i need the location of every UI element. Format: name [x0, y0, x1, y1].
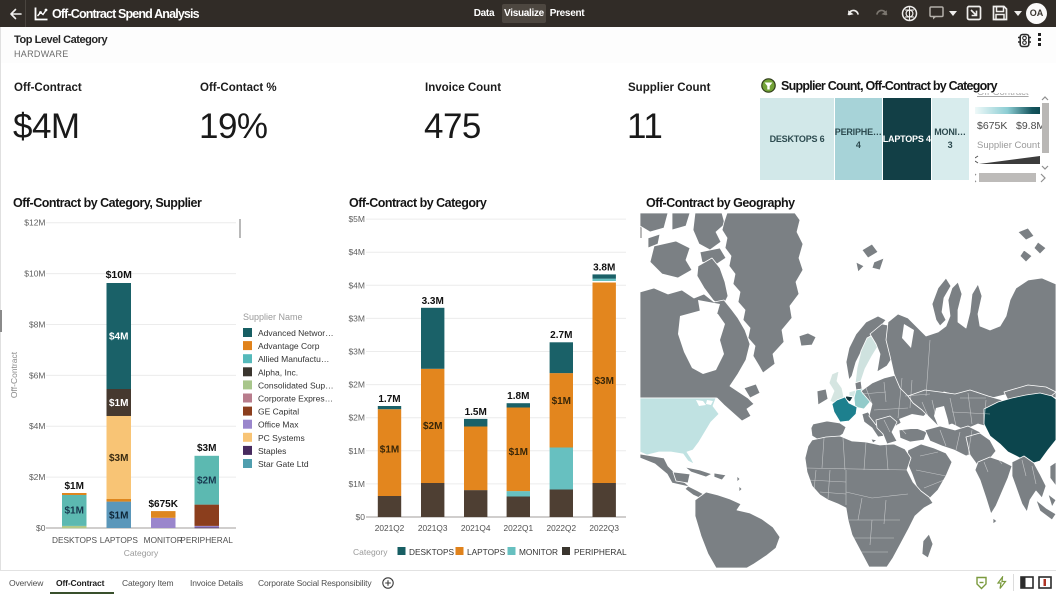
svg-text:$2M: $2M: [197, 476, 216, 487]
svg-text:GE Capital: GE Capital: [258, 407, 299, 417]
svg-text:Staples: Staples: [258, 446, 286, 456]
svg-text:$1M: $1M: [348, 446, 365, 456]
svg-text:$0: $0: [36, 523, 46, 533]
svg-text:$1M: $1M: [380, 445, 399, 456]
svg-text:$2M: $2M: [29, 472, 46, 482]
svg-text:$1M: $1M: [348, 479, 365, 489]
svg-text:2021Q4: 2021Q4: [461, 523, 491, 533]
svg-text:$1M: $1M: [64, 506, 83, 517]
svg-text:Corporate Expres…: Corporate Expres…: [258, 394, 333, 404]
svg-text:1.5M: 1.5M: [465, 407, 487, 418]
svg-text:LAPTOPS: LAPTOPS: [467, 547, 506, 557]
svg-text:Allied Manufactu…: Allied Manufactu…: [258, 354, 329, 364]
svg-text:$10M: $10M: [106, 269, 133, 281]
svg-text:Consolidated Sup…: Consolidated Sup…: [258, 380, 334, 390]
svg-text:Advantage Corp: Advantage Corp: [258, 341, 320, 351]
svg-text:2022Q1: 2022Q1: [504, 523, 534, 533]
svg-text:Supplier Name: Supplier Name: [243, 312, 303, 322]
svg-text:$3M: $3M: [348, 313, 365, 323]
svg-text:PERIPHERAL: PERIPHERAL: [180, 535, 233, 545]
svg-text:1.8M: 1.8M: [507, 391, 529, 402]
svg-text:Advanced Networ…: Advanced Networ…: [258, 328, 334, 338]
svg-text:2021Q3: 2021Q3: [418, 523, 448, 533]
svg-text:$4M: $4M: [348, 280, 365, 290]
svg-text:Category: Category: [124, 548, 159, 558]
svg-text:Off-Contract: Off-Contract: [9, 351, 19, 398]
svg-text:$2M: $2M: [423, 421, 442, 432]
svg-text:$2M: $2M: [348, 413, 365, 423]
svg-text:$4M: $4M: [109, 332, 128, 343]
svg-text:$3M: $3M: [594, 376, 613, 387]
svg-text:$4M: $4M: [348, 247, 365, 257]
svg-text:$0: $0: [356, 512, 366, 522]
svg-text:$1M: $1M: [509, 447, 528, 458]
svg-text:$3M: $3M: [197, 443, 216, 454]
svg-text:Star Gate Ltd: Star Gate Ltd: [258, 459, 309, 469]
svg-text:Alpha, Inc.: Alpha, Inc.: [258, 367, 298, 377]
svg-text:$6M: $6M: [29, 370, 46, 380]
svg-text:$4M: $4M: [29, 421, 46, 431]
svg-text:2.7M: 2.7M: [550, 330, 572, 341]
svg-text:PC Systems: PC Systems: [258, 433, 305, 443]
svg-text:$3M: $3M: [109, 453, 128, 464]
svg-text:$8M: $8M: [29, 320, 46, 330]
svg-text:$675K: $675K: [148, 499, 178, 510]
svg-text:$1M: $1M: [109, 398, 128, 409]
svg-text:2022Q2: 2022Q2: [547, 523, 577, 533]
svg-text:DESKTOPS: DESKTOPS: [409, 547, 454, 557]
svg-text:$2M: $2M: [348, 380, 365, 390]
svg-text:3.3M: 3.3M: [422, 296, 444, 307]
svg-text:Category: Category: [353, 547, 388, 557]
svg-text:$1M: $1M: [64, 481, 83, 492]
svg-text:$1M: $1M: [109, 511, 128, 522]
svg-text:DESKTOPS: DESKTOPS: [52, 535, 97, 545]
svg-text:$12M: $12M: [24, 218, 45, 228]
svg-text:Office Max: Office Max: [258, 420, 299, 430]
svg-text:LAPTOPS: LAPTOPS: [100, 535, 139, 545]
svg-text:$3M: $3M: [348, 347, 365, 357]
svg-text:PERIPHERAL: PERIPHERAL: [574, 547, 627, 557]
svg-text:2021Q2: 2021Q2: [375, 523, 405, 533]
svg-text:$1M: $1M: [552, 396, 571, 407]
svg-text:MONITOR: MONITOR: [144, 535, 183, 545]
svg-text:3.8M: 3.8M: [593, 263, 615, 274]
svg-text:1.7M: 1.7M: [378, 394, 400, 405]
svg-text:MONITOR: MONITOR: [519, 547, 558, 557]
svg-text:$5M: $5M: [348, 214, 365, 224]
svg-text:2022Q3: 2022Q3: [589, 523, 619, 533]
svg-text:$10M: $10M: [24, 269, 45, 279]
